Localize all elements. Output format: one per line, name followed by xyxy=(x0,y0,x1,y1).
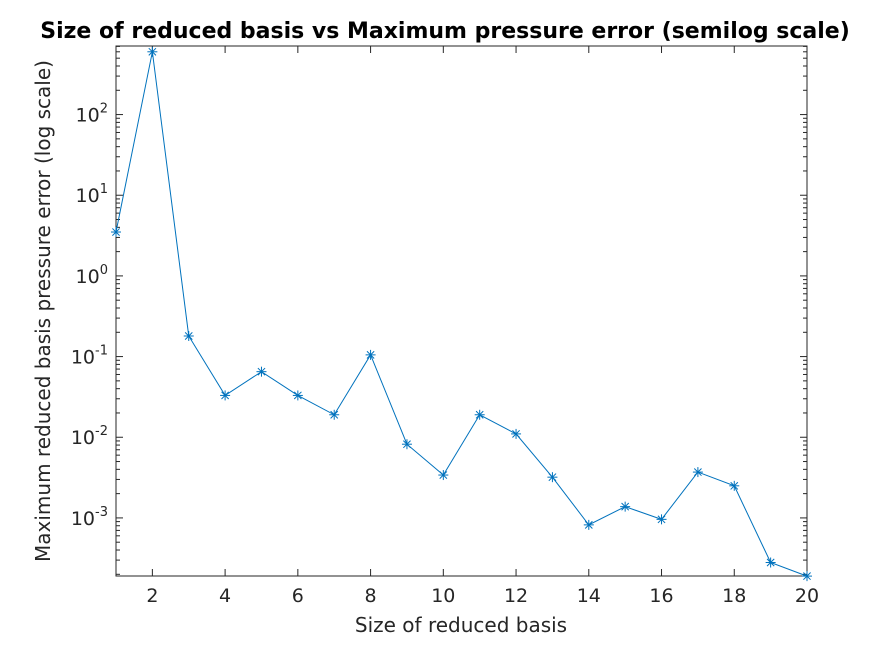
x-tick-label: 8 xyxy=(365,585,377,607)
data-point-marker xyxy=(657,514,667,524)
data-point-marker xyxy=(766,558,776,568)
data-point-marker xyxy=(693,467,703,477)
y-tick-base: 10 xyxy=(71,427,95,449)
data-point-marker xyxy=(475,410,485,420)
data-point-marker xyxy=(293,390,303,400)
y-tick-exponent: 0 xyxy=(100,263,108,278)
y-tick-base: 10 xyxy=(71,508,95,530)
data-point-marker xyxy=(620,502,630,512)
y-tick-exponent: -3 xyxy=(95,505,108,520)
y-tick-label: 10-3 xyxy=(71,505,108,530)
x-tick-label: 18 xyxy=(722,585,746,607)
x-tick-label: 2 xyxy=(146,585,158,607)
data-point-marker xyxy=(184,331,194,341)
data-point-marker xyxy=(547,472,557,482)
y-tick-label: 101 xyxy=(76,182,108,207)
y-tick-base: 10 xyxy=(76,266,100,288)
y-axis-label: Maximum reduced basis pressure error (lo… xyxy=(31,60,55,562)
data-point-marker xyxy=(584,520,594,530)
y-tick-exponent: -1 xyxy=(95,344,108,359)
y-tick-label: 10-2 xyxy=(71,424,108,449)
x-axis-label: Size of reduced basis xyxy=(355,613,567,637)
data-point-marker xyxy=(147,47,157,57)
data-point-marker xyxy=(366,350,376,360)
y-tick-exponent: -2 xyxy=(95,424,108,439)
x-tick-label: 16 xyxy=(649,585,673,607)
y-tick-exponent: 2 xyxy=(100,102,108,117)
data-point-marker xyxy=(220,390,230,400)
y-tick-base: 10 xyxy=(76,105,100,127)
y-tick-label: 102 xyxy=(76,102,108,127)
y-tick-exponent: 1 xyxy=(100,182,108,197)
x-tick-label: 6 xyxy=(292,585,304,607)
y-tick-base: 10 xyxy=(76,185,100,207)
data-point-marker xyxy=(729,481,739,491)
y-tick-label: 10-1 xyxy=(71,344,108,369)
y-tick-base: 10 xyxy=(71,347,95,369)
data-point-marker xyxy=(256,367,266,377)
x-tick-label: 4 xyxy=(219,585,231,607)
chart-title: Size of reduced basis vs Maximum pressur… xyxy=(40,19,850,44)
x-tick-label: 20 xyxy=(795,585,819,607)
data-point-marker xyxy=(511,429,521,439)
data-point-marker xyxy=(802,571,812,581)
data-point-marker xyxy=(111,227,121,237)
plot-area xyxy=(116,46,807,576)
x-tick-label: 10 xyxy=(431,585,455,607)
data-point-marker xyxy=(402,439,412,449)
data-point-marker xyxy=(438,470,448,480)
x-tick-label: 14 xyxy=(577,585,601,607)
data-point-marker xyxy=(329,410,339,420)
y-tick-label: 100 xyxy=(76,263,108,288)
x-tick-label: 12 xyxy=(504,585,528,607)
